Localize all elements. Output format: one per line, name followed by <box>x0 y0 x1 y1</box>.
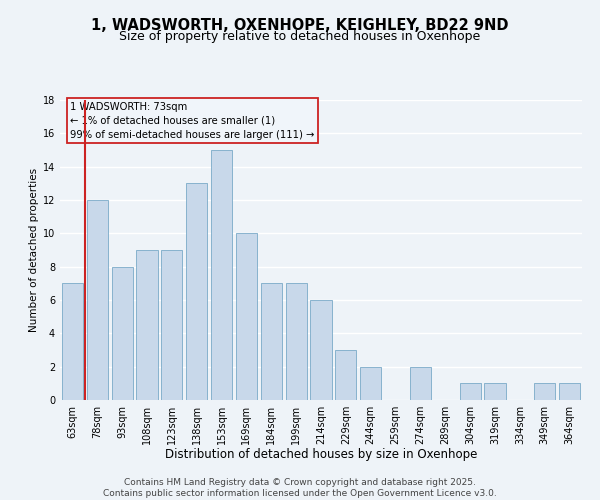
Text: 1, WADSWORTH, OXENHOPE, KEIGHLEY, BD22 9ND: 1, WADSWORTH, OXENHOPE, KEIGHLEY, BD22 9… <box>91 18 509 32</box>
Bar <box>360 366 381 400</box>
X-axis label: Distribution of detached houses by size in Oxenhope: Distribution of detached houses by size … <box>165 448 477 462</box>
Bar <box>559 384 580 400</box>
Bar <box>410 366 431 400</box>
Bar <box>236 234 257 400</box>
Bar <box>161 250 182 400</box>
Bar <box>335 350 356 400</box>
Text: 1 WADSWORTH: 73sqm
← 1% of detached houses are smaller (1)
99% of semi-detached : 1 WADSWORTH: 73sqm ← 1% of detached hous… <box>70 102 315 140</box>
Bar <box>186 184 207 400</box>
Text: Contains HM Land Registry data © Crown copyright and database right 2025.
Contai: Contains HM Land Registry data © Crown c… <box>103 478 497 498</box>
Bar <box>460 384 481 400</box>
Bar <box>136 250 158 400</box>
Bar <box>286 284 307 400</box>
Bar <box>211 150 232 400</box>
Text: Size of property relative to detached houses in Oxenhope: Size of property relative to detached ho… <box>119 30 481 43</box>
Bar <box>261 284 282 400</box>
Bar <box>62 284 83 400</box>
Bar <box>534 384 555 400</box>
Y-axis label: Number of detached properties: Number of detached properties <box>29 168 38 332</box>
Bar <box>87 200 108 400</box>
Bar <box>484 384 506 400</box>
Bar <box>112 266 133 400</box>
Bar <box>310 300 332 400</box>
